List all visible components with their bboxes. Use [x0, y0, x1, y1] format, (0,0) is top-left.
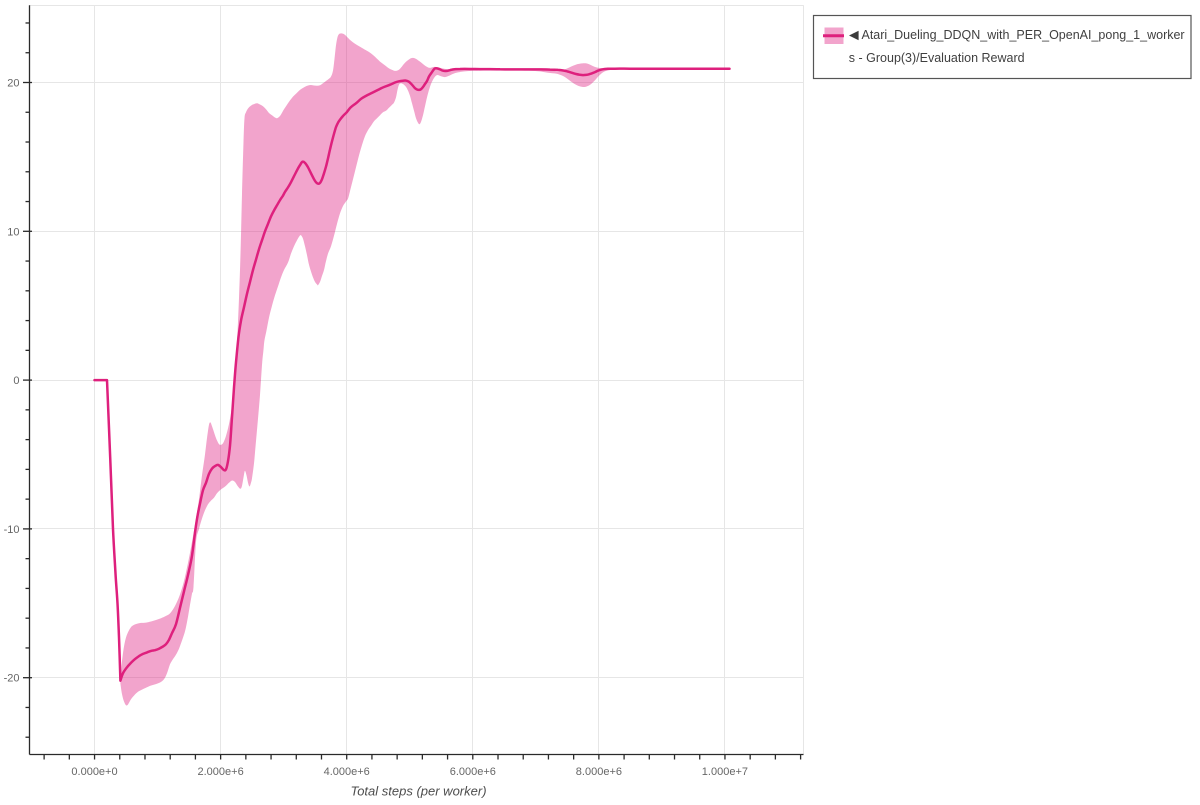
svg-text:8.000e+6: 8.000e+6: [576, 766, 622, 778]
svg-text:1.000e+7: 1.000e+7: [702, 766, 748, 778]
svg-text:s - Group(3)/Evaluation Reward: s - Group(3)/Evaluation Reward: [849, 51, 1025, 65]
svg-text:-10: -10: [4, 524, 20, 536]
svg-text:20: 20: [7, 78, 19, 90]
svg-text:Atari_Dueling_DDQN_with_PER_Op: Atari_Dueling_DDQN_with_PER_OpenAI_pong_…: [862, 28, 1185, 42]
svg-text:0.000e+0: 0.000e+0: [71, 766, 117, 778]
svg-text:4.000e+6: 4.000e+6: [324, 766, 370, 778]
svg-text:-20: -20: [4, 673, 20, 685]
svg-text:10: 10: [7, 226, 19, 238]
svg-text:0: 0: [13, 375, 19, 387]
svg-text:6.000e+6: 6.000e+6: [450, 766, 496, 778]
svg-text:2.000e+6: 2.000e+6: [198, 766, 244, 778]
svg-text:Total steps (per worker): Total steps (per worker): [350, 783, 486, 798]
